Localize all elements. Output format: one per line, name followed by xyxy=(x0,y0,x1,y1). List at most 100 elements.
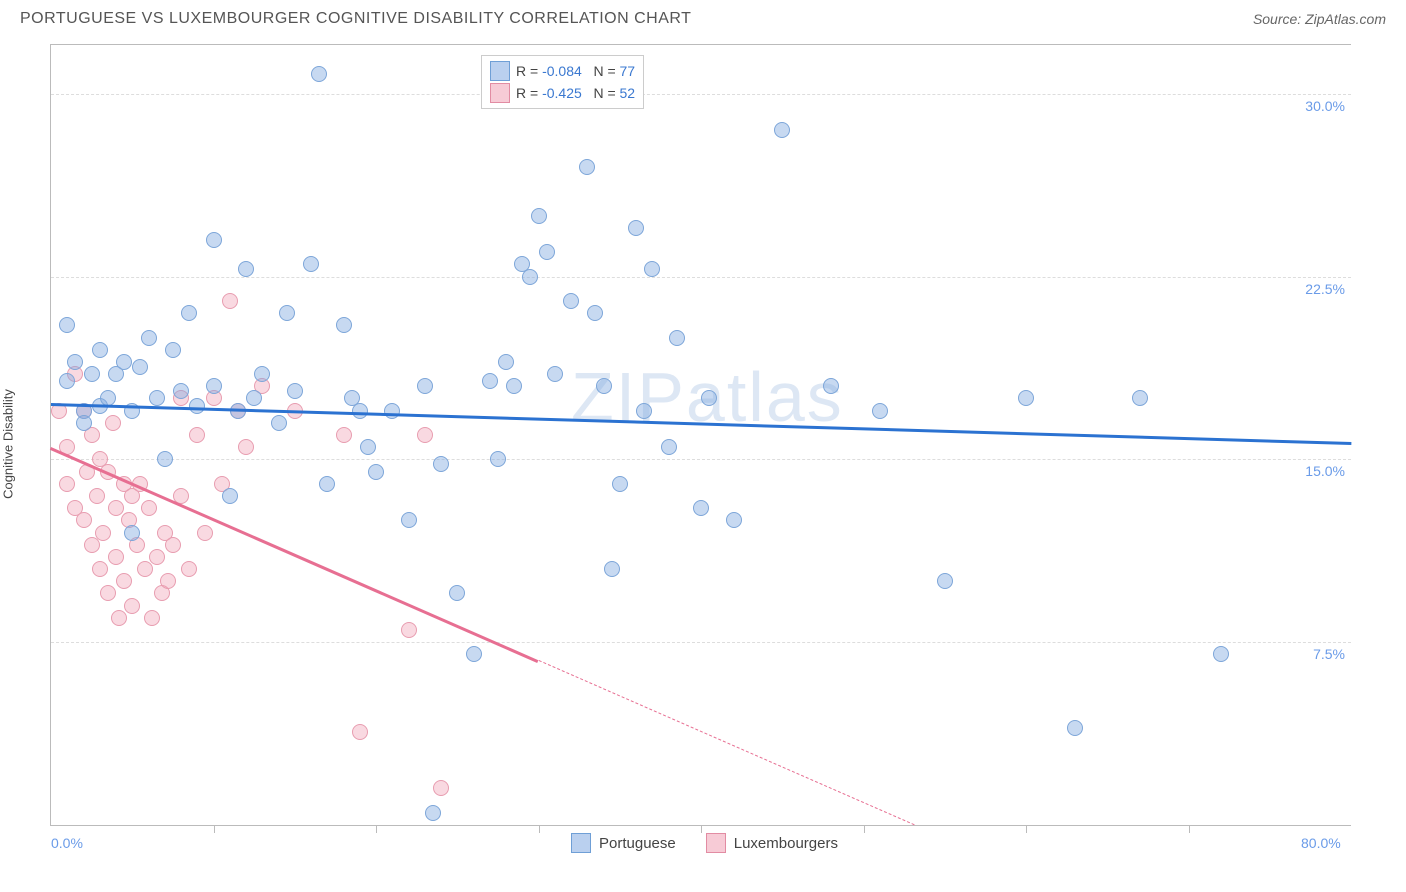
data-point xyxy=(1132,390,1148,406)
data-point xyxy=(726,512,742,528)
data-point xyxy=(197,525,213,541)
data-point xyxy=(433,456,449,472)
series-legend: Portuguese Luxembourgers xyxy=(571,833,838,853)
data-point xyxy=(238,439,254,455)
data-point xyxy=(417,427,433,443)
data-point xyxy=(311,66,327,82)
trend-line xyxy=(538,660,914,825)
data-point xyxy=(165,537,181,553)
data-point xyxy=(701,390,717,406)
legend-item: Portuguese xyxy=(571,833,676,853)
data-point xyxy=(937,573,953,589)
data-point xyxy=(141,330,157,346)
chart-title: PORTUGUESE VS LUXEMBOURGER COGNITIVE DIS… xyxy=(20,10,691,28)
data-point xyxy=(124,598,140,614)
data-point xyxy=(157,451,173,467)
legend-row: R = -0.084 N = 77 xyxy=(490,60,635,82)
legend-item: Luxembourgers xyxy=(706,833,838,853)
data-point xyxy=(669,330,685,346)
legend-label: Luxembourgers xyxy=(734,835,838,852)
data-point xyxy=(368,464,384,480)
data-point xyxy=(433,780,449,796)
data-point xyxy=(466,646,482,662)
plot-area: ZIPatlas 7.5%15.0%22.5%30.0%0.0%80.0%R =… xyxy=(50,44,1351,826)
data-point xyxy=(482,373,498,389)
data-point xyxy=(522,269,538,285)
x-tick xyxy=(376,825,377,833)
x-tick xyxy=(864,825,865,833)
data-point xyxy=(105,415,121,431)
data-point xyxy=(360,439,376,455)
data-point xyxy=(425,805,441,821)
data-point xyxy=(287,383,303,399)
data-point xyxy=(59,476,75,492)
data-point xyxy=(189,398,205,414)
chart-header: PORTUGUESE VS LUXEMBOURGER COGNITIVE DIS… xyxy=(0,0,1406,34)
data-point xyxy=(59,373,75,389)
data-point xyxy=(547,366,563,382)
data-point xyxy=(336,427,352,443)
x-tick xyxy=(1026,825,1027,833)
data-point xyxy=(137,561,153,577)
data-point xyxy=(1213,646,1229,662)
gridline xyxy=(51,642,1351,643)
data-point xyxy=(587,305,603,321)
y-tick-label: 30.0% xyxy=(1305,98,1345,114)
data-point xyxy=(222,293,238,309)
data-point xyxy=(67,354,83,370)
data-point xyxy=(100,585,116,601)
data-point xyxy=(116,573,132,589)
data-point xyxy=(352,403,368,419)
data-point xyxy=(271,415,287,431)
data-point xyxy=(222,488,238,504)
data-point xyxy=(498,354,514,370)
data-point xyxy=(531,208,547,224)
data-point xyxy=(596,378,612,394)
data-point xyxy=(59,317,75,333)
data-point xyxy=(149,549,165,565)
data-point xyxy=(636,403,652,419)
data-point xyxy=(254,366,270,382)
data-point xyxy=(279,305,295,321)
legend-swatch xyxy=(490,61,510,81)
y-tick-label: 7.5% xyxy=(1313,646,1345,662)
data-point xyxy=(661,439,677,455)
data-point xyxy=(693,500,709,516)
data-point xyxy=(124,525,140,541)
x-tick xyxy=(214,825,215,833)
data-point xyxy=(539,244,555,260)
gridline xyxy=(51,94,1351,95)
data-point xyxy=(76,415,92,431)
correlation-legend: R = -0.084 N = 77R = -0.425 N = 52 xyxy=(481,55,644,109)
data-point xyxy=(628,220,644,236)
data-point xyxy=(84,366,100,382)
data-point xyxy=(246,390,262,406)
data-point xyxy=(92,342,108,358)
legend-swatch xyxy=(706,833,726,853)
x-tick-label: 80.0% xyxy=(1301,835,1341,851)
data-point xyxy=(336,317,352,333)
data-point xyxy=(401,622,417,638)
data-point xyxy=(181,305,197,321)
data-point xyxy=(95,525,111,541)
data-point xyxy=(506,378,522,394)
data-point xyxy=(92,561,108,577)
chart-area: Cognitive Disability ZIPatlas 7.5%15.0%2… xyxy=(0,34,1406,854)
data-point xyxy=(238,261,254,277)
x-tick-label: 0.0% xyxy=(51,835,83,851)
data-point xyxy=(84,537,100,553)
data-point xyxy=(1067,720,1083,736)
data-point xyxy=(352,724,368,740)
data-point xyxy=(1018,390,1034,406)
x-tick xyxy=(1189,825,1190,833)
data-point xyxy=(108,500,124,516)
legend-swatch xyxy=(490,83,510,103)
data-point xyxy=(823,378,839,394)
chart-source: Source: ZipAtlas.com xyxy=(1253,11,1386,27)
y-tick-label: 22.5% xyxy=(1305,281,1345,297)
data-point xyxy=(401,512,417,528)
legend-label: Portuguese xyxy=(599,835,676,852)
legend-row: R = -0.425 N = 52 xyxy=(490,82,635,104)
data-point xyxy=(149,390,165,406)
data-point xyxy=(76,512,92,528)
